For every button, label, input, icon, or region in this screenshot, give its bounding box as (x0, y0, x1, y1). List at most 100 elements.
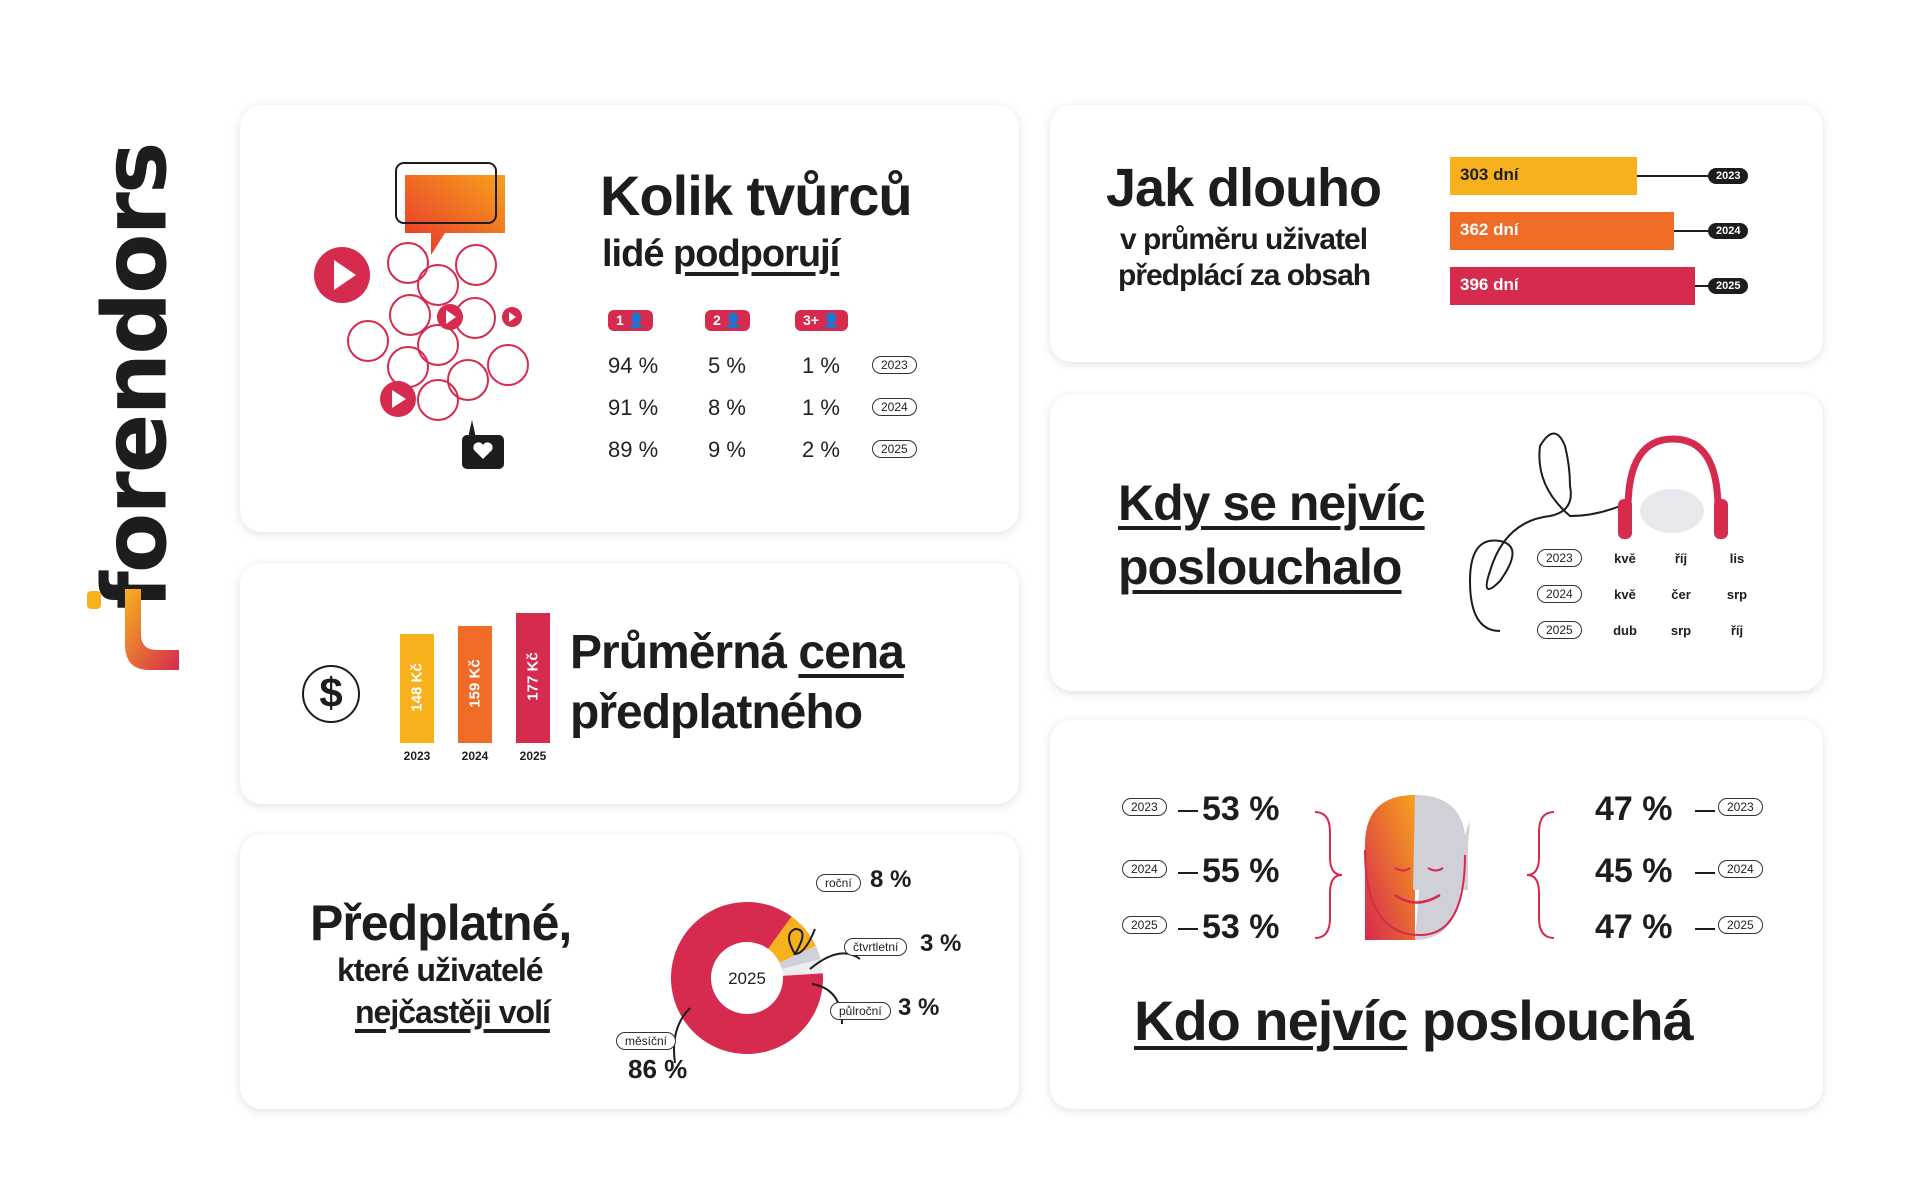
legend-rocni-value: 8 % (870, 866, 912, 893)
listening-card: Kdy se nejvíc poslouchalo 2023 kvě říj lis 2… (1050, 394, 1823, 691)
legend-mesicni-value: 86 % (628, 1054, 688, 1084)
creators-illustration (314, 162, 529, 469)
listening-title-line2: poslouchalo (1118, 539, 1402, 595)
year-pill: 2025 (1122, 916, 1167, 934)
price-year-label: 2023 (403, 749, 431, 763)
month-label: kvě (1614, 551, 1636, 566)
brand-mark-icon (87, 589, 179, 670)
legend-rocni-pill: roční (816, 874, 861, 892)
month-label: srp (1726, 587, 1748, 602)
subscription-title: Předplatné, (310, 895, 572, 951)
who-left-value: 53 % (1202, 790, 1280, 828)
value: 89 % (608, 437, 659, 462)
price-bar-2025: 177 Kč (516, 613, 550, 743)
duration-year-pill: 2024 (1708, 223, 1749, 239)
value: 2 % (802, 437, 840, 462)
title-underlined: cena (798, 626, 904, 679)
subscription-donut-chart: 2025 (671, 902, 861, 1064)
dollar-icon: $ (302, 665, 360, 723)
legend-ctvrtletni-pill: čtvrtletní (844, 938, 908, 956)
year-pill: 2025 (1718, 916, 1763, 934)
subtitle-text: lidé (602, 233, 674, 275)
who-left-value: 55 % (1202, 852, 1280, 890)
connector-line (1695, 810, 1715, 812)
legend-ctvrtletni-value: 3 % (920, 930, 962, 957)
donut-slice-3 (781, 959, 823, 976)
price-bar-label: 148 Kč (408, 662, 426, 712)
left-brace-icon (1314, 811, 1343, 939)
month-label: kvě (1614, 587, 1636, 602)
who-right-value: 47 % (1595, 908, 1673, 946)
right-brace-icon (1526, 811, 1555, 939)
title-text: poslouchá (1407, 989, 1694, 1052)
value: 91 % (608, 395, 659, 420)
person-icon: 👤 (627, 312, 646, 328)
duration-bar-chart: 303 dní 2023 362 dní 2024 396 dní 2025 (1450, 157, 1790, 317)
price-card: $ 148 Kč 2023 159 Kč 2024 177 Kč 2025 Průměrn… (240, 563, 1019, 804)
who-right-value: 45 % (1595, 852, 1673, 890)
price-bar-2024: 159 Kč (458, 626, 492, 743)
month-label: dub (1613, 623, 1637, 638)
year-pill: 2023 (872, 356, 917, 374)
year-pill: 2025 (872, 440, 917, 458)
price-bar-2023: 148 Kč (400, 634, 434, 743)
connector-line (1695, 285, 1710, 287)
value: 94 % (608, 353, 659, 378)
legend-pulrocni-pill: půlroční (830, 1002, 891, 1020)
price-bar-chart: 148 Kč 2023 159 Kč 2024 177 Kč 2025 (380, 603, 580, 763)
connector-line (1673, 230, 1710, 232)
face-illustration-icon (1364, 795, 1470, 940)
year-pill: 2023 (1537, 549, 1582, 567)
creators-title: Kolik tvůrců (600, 164, 913, 227)
year-pill: 2024 (872, 398, 917, 416)
price-year-label: 2025 (519, 749, 547, 763)
brand-logo: forendors (80, 105, 190, 675)
who-card: 2023 53 % 2024 55 % 2025 53 % 47 % 2023 45 % 2024… (1050, 720, 1823, 1109)
duration-line3: předplácí za obsah (1118, 259, 1371, 292)
duration-card: Jak dlouho v průměru uživatel předplácí … (1050, 105, 1823, 362)
year-pill: 2023 (1122, 798, 1167, 816)
creators-card: Kolik tvůrců lidé podporují 1 👤 2 👤 3+ 👤… (240, 105, 1019, 532)
donut-center-label: 2025 (728, 969, 766, 988)
subscription-line3: nejčastěji volí (355, 994, 551, 1030)
value: 1 % (802, 353, 840, 378)
value: 5 % (708, 353, 746, 378)
legend-mesicni-pill: měsíční (616, 1032, 677, 1050)
duration-year-pill: 2025 (1708, 278, 1749, 294)
duration-bar-2025: 396 dní (1450, 267, 1695, 305)
connector-line (1178, 872, 1198, 874)
badge-3plus-persons: 3+ 👤 (795, 310, 849, 331)
year-pill: 2023 (1718, 798, 1763, 816)
title-text: Průměrná (570, 626, 799, 679)
title-line2: předplatného (570, 686, 863, 739)
month-label: čer (1671, 587, 1691, 602)
person-icon: 👤 (822, 312, 841, 328)
duration-line2: v průměru uživatel (1120, 223, 1368, 256)
connector-line (1695, 928, 1715, 930)
duration-title: Jak dlouho (1106, 158, 1382, 218)
title-underlined: Kdo nejvíc (1134, 989, 1408, 1052)
person-icon: 👤 (724, 312, 743, 328)
connector-line (1695, 872, 1715, 874)
listening-title-line1: Kdy se nejvíc (1118, 475, 1426, 531)
who-left-value: 53 % (1202, 908, 1280, 946)
month-label: říj (1730, 623, 1744, 638)
donut-slice-2 (779, 945, 821, 970)
duration-bar-2023: 303 dní (1450, 157, 1638, 195)
year-pill: 2024 (1122, 860, 1167, 878)
connector-line (1637, 175, 1710, 177)
connector-line (1178, 928, 1198, 930)
value: 1 % (802, 395, 840, 420)
connector-line (1178, 810, 1198, 812)
subtitle-underlined: podporují (673, 233, 840, 275)
legend-pulrocni-value: 3 % (898, 994, 940, 1021)
who-right-value: 47 % (1595, 790, 1673, 828)
month-label: lis (1729, 551, 1745, 566)
price-title: Průměrná cena předplatného (570, 623, 905, 743)
creators-subtitle: lidé podporují (602, 233, 840, 276)
subscription-card: Předplatné, které uživatelé nejčastěji v… (240, 834, 1019, 1109)
value: 8 % (708, 395, 746, 420)
brand-wordmark: forendors (83, 143, 187, 610)
badge-1-person: 1 👤 (608, 310, 654, 331)
year-pill: 2025 (1537, 621, 1582, 639)
